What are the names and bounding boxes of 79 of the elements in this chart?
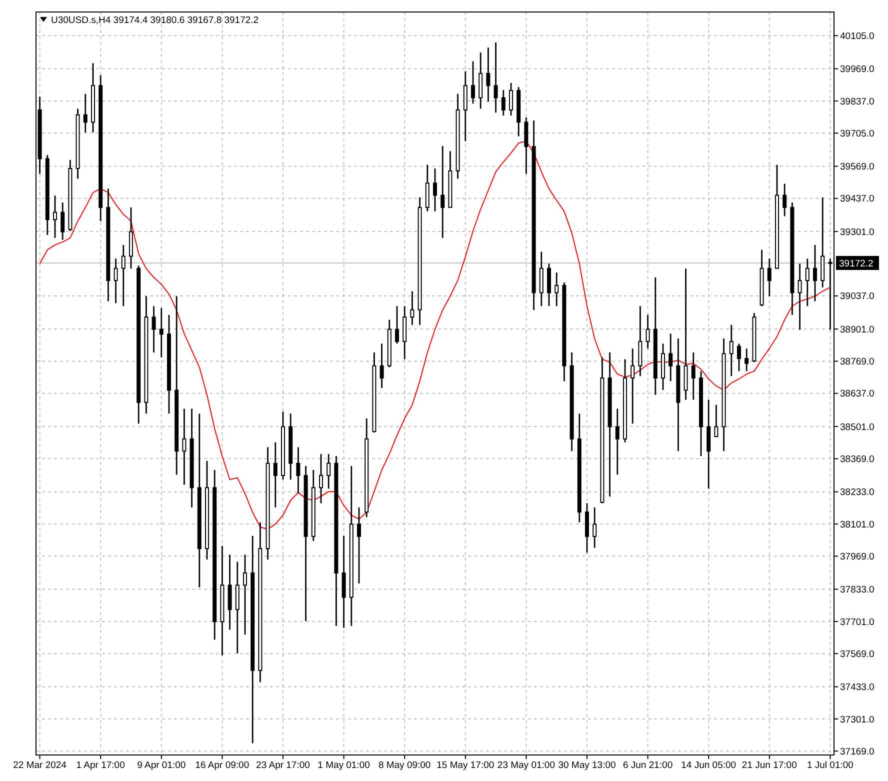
- y-tick-label: 39437.0: [840, 194, 874, 205]
- x-tick-label: 23 Apr 17:00: [256, 760, 310, 771]
- y-tick-label: 38501.0: [840, 422, 874, 433]
- y-tick-label: 38101.0: [840, 519, 874, 530]
- y-tick-label: 39037.0: [840, 291, 874, 302]
- y-tick-label: 38637.0: [840, 388, 874, 400]
- y-tick-label: 37969.0: [840, 551, 874, 562]
- candlestick: [114, 258, 118, 304]
- y-tick-label: 40105.0: [840, 30, 874, 42]
- x-tick-label: 14 Jun 05:00: [681, 760, 736, 771]
- candlestick: [767, 258, 772, 297]
- y-tick-label: 39837.0: [840, 96, 874, 108]
- candlestick: [471, 60, 475, 104]
- candlestick: [53, 194, 57, 239]
- x-tick-label: 15 May 17:00: [436, 760, 494, 771]
- candlestick: [182, 408, 186, 486]
- candlestick: [813, 244, 817, 302]
- x-tick-label: 8 May 09:00: [378, 760, 431, 771]
- x-tick-label: 1 Apr 17:00: [76, 760, 125, 771]
- candlestick: [380, 342, 384, 389]
- candlestick: [630, 348, 635, 424]
- x-tick-label: 1 May 01:00: [318, 760, 370, 771]
- candlestick: [668, 332, 673, 382]
- line-series: [39, 140, 831, 530]
- candlestick: [159, 307, 164, 358]
- candlestick: [554, 272, 559, 307]
- candlestick: [296, 446, 300, 494]
- candlestick: [691, 352, 696, 400]
- y-tick-label: 37701.0: [840, 616, 874, 628]
- y-tick-label: 37301.0: [840, 714, 874, 726]
- candlestick: [592, 506, 597, 549]
- y-tick-label: 37169.0: [840, 746, 874, 758]
- y-tick-label: 37833.0: [840, 584, 874, 596]
- candlestick: [83, 93, 88, 134]
- x-tick-label: 21 Jun 17:00: [742, 760, 797, 771]
- x-tick-label: 9 Apr 01:00: [137, 760, 186, 771]
- y-tick-label: 39969.0: [840, 64, 874, 76]
- candlestick: [357, 506, 361, 584]
- candlestick: [326, 453, 331, 490]
- candlestick: [440, 145, 445, 239]
- ref-line-label: 39172.2: [839, 258, 874, 270]
- x-tick-label: 23 May 01:00: [497, 760, 555, 771]
- candlestick: [501, 89, 506, 116]
- x-tick-label: 6 Jun 21:00: [622, 760, 673, 771]
- candlestick: [121, 244, 126, 307]
- candlestick: [805, 258, 810, 307]
- y-tick-label: 37433.0: [840, 682, 874, 694]
- candlestick: [433, 168, 437, 212]
- x-tick-label: 1 Jul 01:00: [806, 760, 854, 771]
- y-tick-label: 39301.0: [840, 226, 874, 238]
- x-tick-label: 30 May 13:00: [558, 760, 616, 771]
- y-tick-label: 37569.0: [840, 648, 874, 660]
- x-tick-label: 16 Apr 09:00: [195, 760, 250, 771]
- y-tick-label: 39705.0: [840, 128, 874, 140]
- candlestick: [273, 442, 278, 508]
- candlestick: [714, 404, 718, 438]
- candlestick: [60, 202, 65, 241]
- candlestick: [646, 314, 650, 350]
- candlestick: [395, 305, 399, 344]
- y-tick-label: 38369.0: [840, 454, 874, 465]
- y-tick-label: 38769.0: [840, 356, 874, 368]
- x-tick-label: 22 Mar 2024: [13, 760, 66, 771]
- chart-title: U30USD.s,H4 39174.4 39180.6 39167.8 39172.2: [51, 15, 259, 26]
- candlestick: [319, 453, 323, 504]
- candlestick: [410, 290, 414, 326]
- y-tick-label: 38233.0: [840, 487, 874, 498]
- candlestick: [509, 82, 513, 116]
- y-tick-label: 38901.0: [840, 324, 874, 336]
- candlestick: [729, 324, 734, 377]
- candlestick: [243, 554, 247, 636]
- candlestick: [486, 46, 490, 102]
- candlestick: [744, 348, 749, 372]
- y-tick-label: 39569.0: [840, 162, 874, 173]
- candlestick: [782, 183, 787, 217]
- candlestick: [737, 342, 741, 372]
- candlestick: [152, 305, 156, 354]
- candlestick: [494, 42, 498, 114]
- candlestick: [798, 263, 802, 330]
- candlestick: [615, 408, 620, 476]
